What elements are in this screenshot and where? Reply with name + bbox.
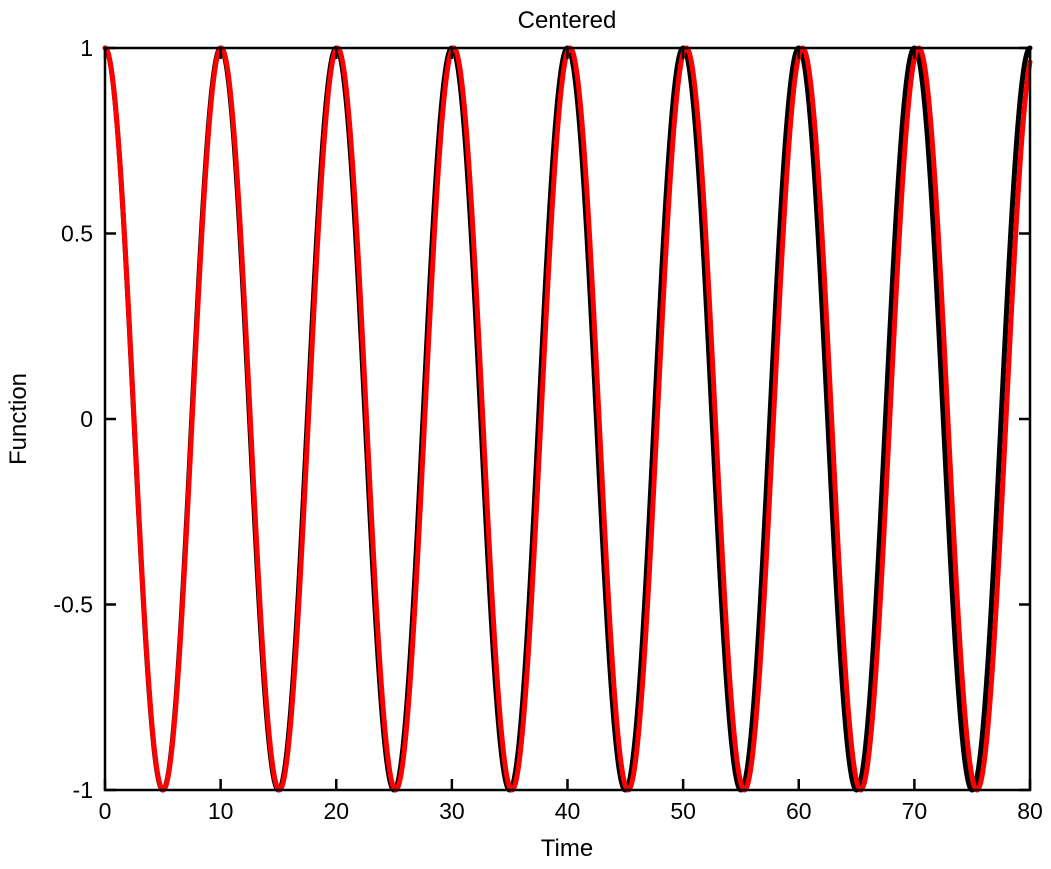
chart-title: Centered [518, 7, 617, 34]
y-axis-label: Function [5, 373, 32, 465]
y-tick-label: -0.5 [53, 592, 93, 618]
y-tick-label: 0 [80, 406, 93, 432]
plot-area: 0 10 20 30 40 50 60 70 80 -1 -0.5 0 0.5 1 [53, 35, 1042, 824]
x-tick-label: 70 [902, 798, 928, 824]
series-line-centered-signal [102, 45, 1033, 793]
x-tick-label: 80 [1017, 798, 1043, 824]
x-tick-label: 30 [439, 798, 465, 824]
x-tick-label: 40 [555, 798, 581, 824]
y-tick-label: 0.5 [61, 221, 93, 247]
x-tick-label: 20 [323, 798, 349, 824]
x-tick-label: 60 [786, 798, 812, 824]
x-tick-label: 50 [670, 798, 696, 824]
y-tick-label: 1 [80, 35, 93, 61]
x-axis-label: Time [541, 835, 593, 862]
x-tick-label: 0 [99, 798, 112, 824]
y-tick-label: -1 [73, 777, 93, 803]
x-tick-label: 10 [208, 798, 234, 824]
